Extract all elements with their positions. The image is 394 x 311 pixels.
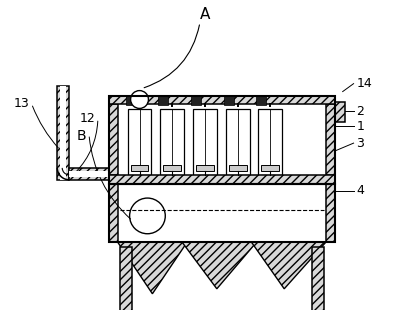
Bar [196, 165, 214, 171]
Bar [128, 109, 151, 175]
Text: B: B [76, 129, 86, 143]
Polygon shape [182, 242, 256, 289]
Polygon shape [118, 242, 187, 294]
Bar [262, 165, 279, 171]
Bar [120, 247, 132, 311]
Bar [224, 95, 234, 105]
Bar [57, 86, 69, 180]
Bar [335, 103, 345, 122]
Bar [60, 86, 66, 180]
Text: 3: 3 [357, 137, 364, 150]
Bar [226, 109, 249, 175]
Bar [130, 165, 149, 171]
Text: 4: 4 [357, 184, 364, 197]
Text: 12: 12 [80, 112, 96, 125]
Bar [69, 171, 109, 177]
Bar [118, 95, 326, 104]
Bar [109, 104, 118, 175]
Bar [109, 184, 335, 242]
Bar [312, 247, 324, 311]
Bar [326, 104, 335, 175]
Bar [109, 175, 335, 184]
Bar [109, 95, 335, 184]
Bar [160, 109, 184, 175]
Circle shape [130, 91, 149, 109]
Bar [109, 95, 335, 104]
Bar [193, 109, 217, 175]
Text: 13: 13 [14, 97, 30, 110]
Bar [326, 184, 335, 242]
Bar [109, 184, 118, 242]
Text: 14: 14 [357, 77, 372, 90]
Text: A: A [200, 7, 210, 22]
Bar [163, 165, 181, 171]
Polygon shape [251, 242, 326, 289]
Bar [158, 95, 168, 105]
Text: 2: 2 [357, 105, 364, 118]
Bar [126, 95, 136, 105]
Bar [256, 95, 266, 105]
Bar [118, 104, 326, 175]
Bar [118, 184, 326, 242]
Bar [258, 109, 282, 175]
Text: 1: 1 [357, 120, 364, 133]
Bar [191, 95, 201, 105]
Bar [69, 168, 109, 180]
Bar [229, 165, 247, 171]
